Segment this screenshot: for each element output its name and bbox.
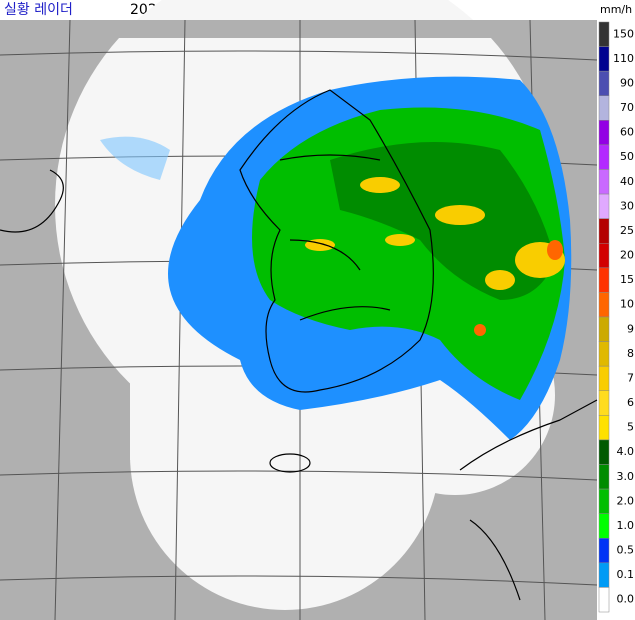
legend-swatch: [598, 169, 610, 195]
legend-swatch: [598, 70, 610, 96]
legend-label: 50: [620, 150, 634, 163]
legend-label: 90: [620, 76, 634, 89]
legend-swatch: [598, 488, 610, 514]
legend-label: 2.0: [617, 494, 635, 507]
legend-label: 60: [620, 126, 634, 139]
legend-label: 150: [613, 27, 634, 40]
legend-label: 7: [627, 371, 634, 384]
legend-swatch: [598, 439, 610, 465]
legend-label: 0.0: [617, 593, 635, 606]
legend-swatch: [598, 341, 610, 367]
unit: mm/h: [600, 3, 632, 16]
legend-swatch: [598, 144, 610, 170]
legend-swatch: [598, 243, 610, 269]
legend-swatch: [598, 46, 610, 72]
legend-swatch: [598, 316, 610, 342]
title: 실황 레이더: [4, 2, 73, 18]
legend-label: 1.0: [617, 519, 635, 532]
legend-label: 110: [613, 52, 634, 65]
legend-swatch: [598, 513, 610, 539]
legend-swatch: [598, 120, 610, 146]
legend-label: 15: [620, 273, 634, 286]
legend-swatch: [598, 538, 610, 564]
legend-label: 0.5: [617, 544, 635, 557]
legend-swatch: [598, 95, 610, 121]
legend-swatch: [598, 390, 610, 416]
legend-label: 9: [627, 322, 634, 335]
legend-label: 10: [620, 298, 634, 311]
legend-swatch: [598, 415, 610, 441]
legend-label: 5: [627, 421, 634, 434]
legend-swatch: [598, 218, 610, 244]
legend: 150 110 90 70 60 50 40 30 25 20 15 10 9 8 7 6 5 4.0 3.0 2.0…: [598, 21, 635, 613]
legend-label: 70: [620, 101, 634, 114]
legend-label: 30: [620, 199, 634, 212]
legend-label: 3.0: [617, 470, 635, 483]
legend-swatch: [598, 587, 610, 613]
legend-swatch: [598, 464, 610, 490]
legend-label: 40: [620, 175, 634, 188]
legend-swatch: [598, 562, 610, 588]
rain: [100, 76, 572, 441]
legend-swatch: [598, 193, 610, 219]
coastline: [0, 89, 598, 601]
legend-swatch: [598, 365, 610, 391]
legend-label: 25: [620, 224, 634, 237]
legend-swatch: [598, 21, 610, 47]
legend-label: 0.1: [617, 568, 635, 581]
legend-swatch: [598, 292, 610, 318]
map: [0, 19, 598, 620]
legend-label: 4.0: [617, 445, 635, 458]
legend-label: 6: [627, 396, 634, 409]
legend-label: 8: [627, 347, 634, 360]
legend-swatch: [598, 267, 610, 293]
legend-label: 20: [620, 249, 634, 262]
